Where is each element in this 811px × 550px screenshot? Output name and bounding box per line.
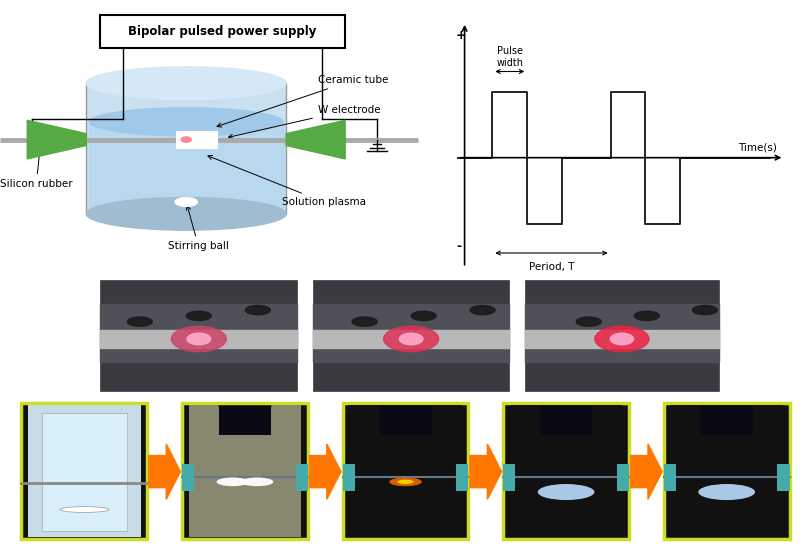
Bar [86, 83, 286, 214]
Bar [525, 330, 719, 348]
Bar [525, 280, 719, 391]
Polygon shape [540, 406, 592, 417]
Ellipse shape [698, 484, 755, 500]
FancyArrow shape [309, 444, 341, 499]
Ellipse shape [127, 317, 152, 326]
Text: Period, T: Period, T [529, 262, 574, 272]
Bar [101, 304, 297, 362]
Text: -: - [456, 240, 461, 253]
Text: +: + [456, 29, 466, 42]
Bar [349, 405, 462, 537]
Bar [218, 406, 271, 435]
Ellipse shape [245, 305, 270, 315]
Bar [313, 330, 509, 348]
Ellipse shape [175, 197, 198, 206]
Ellipse shape [86, 197, 286, 230]
Bar [176, 131, 196, 148]
FancyArrow shape [631, 444, 663, 499]
Bar [670, 405, 783, 537]
Bar [701, 406, 753, 435]
Bar [663, 403, 790, 538]
Bar [540, 406, 593, 435]
Text: Solution plasma: Solution plasma [208, 156, 366, 207]
Ellipse shape [171, 326, 226, 351]
Bar [525, 304, 719, 362]
Bar [313, 304, 509, 362]
Ellipse shape [399, 333, 423, 345]
Ellipse shape [352, 317, 377, 326]
Text: W electrode: W electrode [229, 105, 380, 139]
Bar [28, 405, 141, 537]
Ellipse shape [389, 477, 422, 486]
Ellipse shape [241, 477, 273, 486]
Polygon shape [218, 406, 271, 417]
Text: Pulse
width: Pulse width [496, 46, 523, 68]
Bar [617, 464, 629, 491]
Bar [379, 406, 431, 435]
FancyArrow shape [470, 444, 501, 499]
Text: Ceramic tube: Ceramic tube [217, 75, 388, 127]
Ellipse shape [384, 326, 439, 351]
Text: Time(s): Time(s) [739, 142, 778, 152]
Bar [101, 330, 297, 348]
Polygon shape [379, 406, 431, 417]
Polygon shape [28, 120, 86, 159]
Bar [313, 280, 509, 391]
Bar [88, 122, 284, 211]
Bar [182, 464, 195, 491]
Polygon shape [286, 120, 345, 159]
Polygon shape [701, 406, 753, 417]
Ellipse shape [634, 311, 659, 321]
Ellipse shape [577, 317, 601, 326]
Ellipse shape [60, 507, 109, 513]
Bar [21, 403, 147, 538]
Ellipse shape [187, 311, 212, 321]
Text: Silicon rubber: Silicon rubber [0, 144, 73, 189]
Ellipse shape [187, 333, 211, 345]
Ellipse shape [181, 137, 191, 142]
Bar [778, 464, 790, 491]
Ellipse shape [411, 311, 436, 321]
Ellipse shape [86, 67, 286, 100]
Bar [182, 403, 307, 538]
Bar [100, 15, 345, 47]
Ellipse shape [594, 326, 649, 351]
Bar [510, 405, 623, 537]
Bar [503, 464, 516, 491]
Bar [196, 131, 217, 148]
Bar [456, 464, 469, 491]
Ellipse shape [88, 107, 284, 136]
Bar [101, 280, 297, 391]
Ellipse shape [397, 480, 414, 484]
FancyArrow shape [148, 444, 180, 499]
Bar [295, 464, 308, 491]
Bar [188, 405, 302, 537]
Bar [342, 464, 355, 491]
Ellipse shape [538, 484, 594, 500]
Bar [503, 403, 629, 538]
Text: Bipolar pulsed power supply: Bipolar pulsed power supply [128, 25, 317, 38]
Ellipse shape [693, 305, 718, 315]
Bar [663, 464, 676, 491]
Text: Stirring ball: Stirring ball [168, 206, 229, 251]
Ellipse shape [217, 477, 249, 486]
Bar [342, 403, 469, 538]
Bar [41, 414, 127, 531]
Ellipse shape [610, 333, 633, 345]
Ellipse shape [470, 305, 495, 315]
